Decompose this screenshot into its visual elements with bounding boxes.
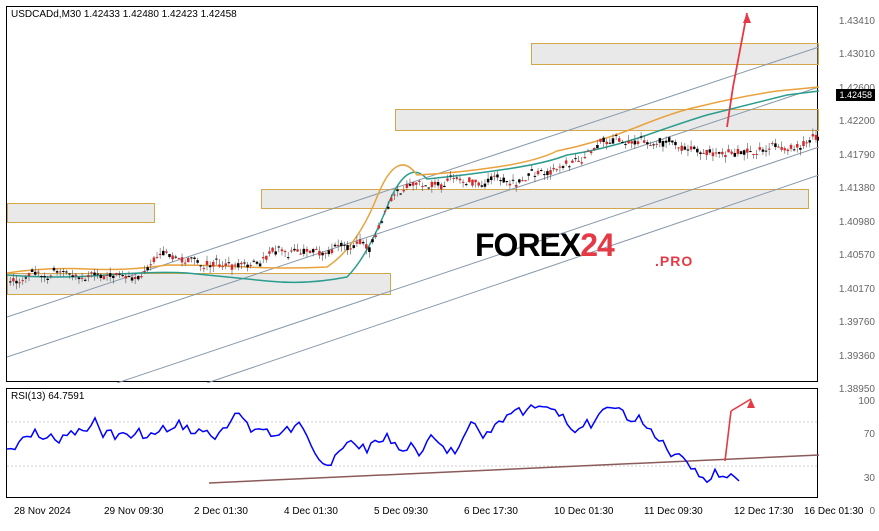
y-tick-label: 1.42200 <box>839 116 875 127</box>
x-tick-label: 10 Dec 01:30 <box>554 506 614 517</box>
rsi-y-tick-label: 30 <box>864 473 875 484</box>
rsi-y-tick-label: 0 <box>869 506 875 517</box>
chart-svg <box>7 7 819 383</box>
x-tick-label: 4 Dec 01:30 <box>284 506 338 517</box>
current-price-badge: 1.42458 <box>836 89 875 101</box>
x-axis: 28 Nov 2024 29 Nov 09:30 2 Dec 01:30 4 Dec … <box>6 501 818 529</box>
logo-pro: .PRO <box>655 253 693 269</box>
y-tick-label: 1.41790 <box>839 150 875 161</box>
y-tick-label: 1.38950 <box>839 384 875 395</box>
x-tick-label: 11 Dec 09:30 <box>644 506 703 517</box>
rsi-y-tick-label: 100 <box>858 396 875 407</box>
y-tick-label: 1.40980 <box>839 217 875 228</box>
y-tick-label: 1.39360 <box>839 351 875 362</box>
y-tick-label: 1.43010 <box>839 49 875 60</box>
logo-forex: FOREX <box>475 227 580 263</box>
logo-24: 24 <box>580 227 614 263</box>
rsi-svg <box>7 389 819 499</box>
rsi-header: RSI(13) 64.7591 <box>11 391 84 402</box>
y-tick-label: 1.40170 <box>839 284 875 295</box>
x-tick-label: 12 Dec 17:30 <box>734 506 794 517</box>
x-tick-label: 6 Dec 17:30 <box>464 506 518 517</box>
rsi-y-tick-label: 70 <box>864 429 875 440</box>
x-tick-label: 5 Dec 09:30 <box>374 506 428 517</box>
y-tick-label: 1.39760 <box>839 317 875 328</box>
y-axis: 1.434101.430101.426001.422001.417901.413… <box>821 6 879 498</box>
rsi-indicator-chart: RSI(13) 64.7591 <box>6 388 818 498</box>
x-tick-label: 29 Nov 09:30 <box>104 506 164 517</box>
chart-header: USDCADd,M30 1.42433 1.42480 1.42423 1.42… <box>11 9 237 20</box>
main-price-chart: USDCADd,M30 1.42433 1.42480 1.42423 1.42… <box>6 6 818 382</box>
y-tick-label: 1.43410 <box>839 16 875 27</box>
watermark-logo: FOREX24 .PRO <box>475 227 614 264</box>
x-tick-label: 16 Dec 01:30 <box>804 506 864 517</box>
y-tick-label: 1.41380 <box>839 183 875 194</box>
x-tick-label: 2 Dec 01:30 <box>194 506 248 517</box>
x-tick-label: 28 Nov 2024 <box>14 506 71 517</box>
y-tick-label: 1.40570 <box>839 250 875 261</box>
